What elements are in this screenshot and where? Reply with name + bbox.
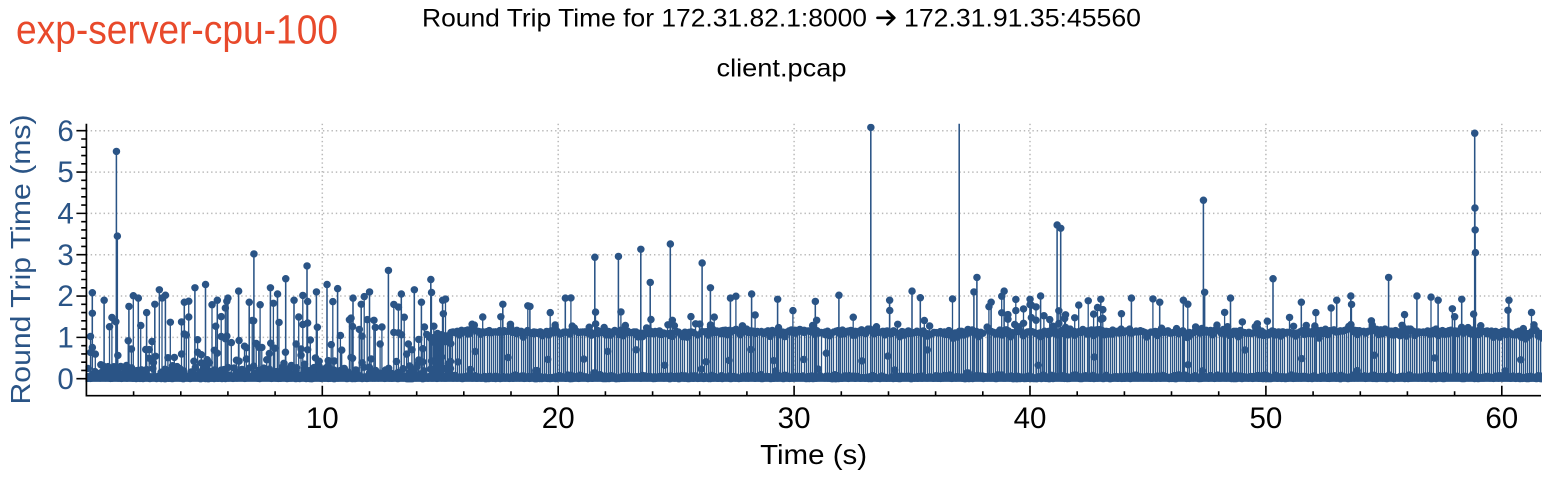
- svg-text:172.31.91.35:45560: 172.31.91.35:45560: [904, 4, 1141, 32]
- svg-text:exp-server-cpu-100: exp-server-cpu-100: [16, 7, 338, 53]
- svg-text:6: 6: [57, 115, 73, 148]
- svg-text:30: 30: [778, 402, 811, 435]
- svg-text:Round Trip Time for 172.31.82.: Round Trip Time for 172.31.82.1:8000: [422, 4, 867, 32]
- svg-text:3: 3: [57, 239, 73, 272]
- svg-text:60: 60: [1485, 402, 1518, 435]
- svg-text:20: 20: [542, 402, 575, 435]
- svg-text:1: 1: [57, 322, 73, 355]
- svg-text:2: 2: [57, 280, 73, 313]
- svg-text:client.pcap: client.pcap: [717, 55, 847, 83]
- svg-text:5: 5: [57, 156, 73, 189]
- svg-text:0: 0: [57, 363, 73, 396]
- svg-text:Round Trip Time (ms): Round Trip Time (ms): [5, 115, 36, 405]
- svg-text:40: 40: [1014, 402, 1047, 435]
- svg-text:10: 10: [306, 402, 339, 435]
- svg-text:50: 50: [1249, 402, 1282, 435]
- svg-text:Time (s): Time (s): [760, 439, 867, 470]
- svg-text:4: 4: [57, 198, 73, 231]
